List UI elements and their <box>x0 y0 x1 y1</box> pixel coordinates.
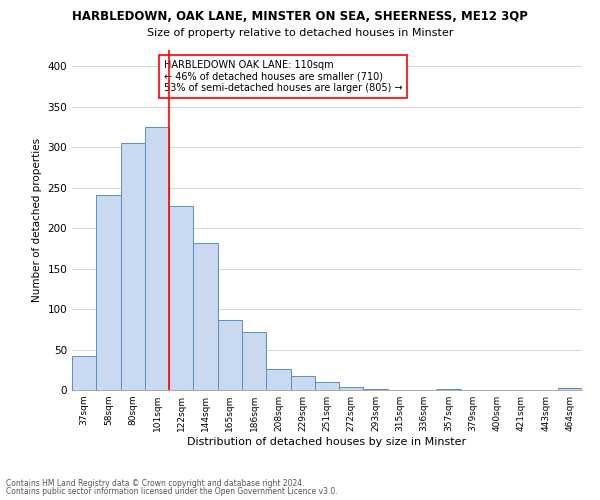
Bar <box>145 127 169 390</box>
Bar <box>169 206 193 390</box>
Bar <box>558 388 582 390</box>
Bar <box>364 389 388 390</box>
Bar <box>121 143 145 390</box>
Bar <box>436 389 461 390</box>
Text: Contains public sector information licensed under the Open Government Licence v3: Contains public sector information licen… <box>6 487 338 496</box>
Bar <box>242 332 266 390</box>
Text: HARBLEDOWN, OAK LANE, MINSTER ON SEA, SHEERNESS, ME12 3QP: HARBLEDOWN, OAK LANE, MINSTER ON SEA, SH… <box>72 10 528 23</box>
X-axis label: Distribution of detached houses by size in Minster: Distribution of detached houses by size … <box>187 437 467 447</box>
Bar <box>96 195 121 390</box>
Y-axis label: Number of detached properties: Number of detached properties <box>32 138 42 302</box>
Bar <box>339 387 364 390</box>
Text: Size of property relative to detached houses in Minster: Size of property relative to detached ho… <box>147 28 453 38</box>
Bar <box>290 376 315 390</box>
Bar <box>315 382 339 390</box>
Bar <box>72 356 96 390</box>
Text: Contains HM Land Registry data © Crown copyright and database right 2024.: Contains HM Land Registry data © Crown c… <box>6 478 305 488</box>
Text: HARBLEDOWN OAK LANE: 110sqm
← 46% of detached houses are smaller (710)
53% of se: HARBLEDOWN OAK LANE: 110sqm ← 46% of det… <box>164 60 403 94</box>
Bar <box>193 244 218 390</box>
Bar <box>218 320 242 390</box>
Bar <box>266 369 290 390</box>
